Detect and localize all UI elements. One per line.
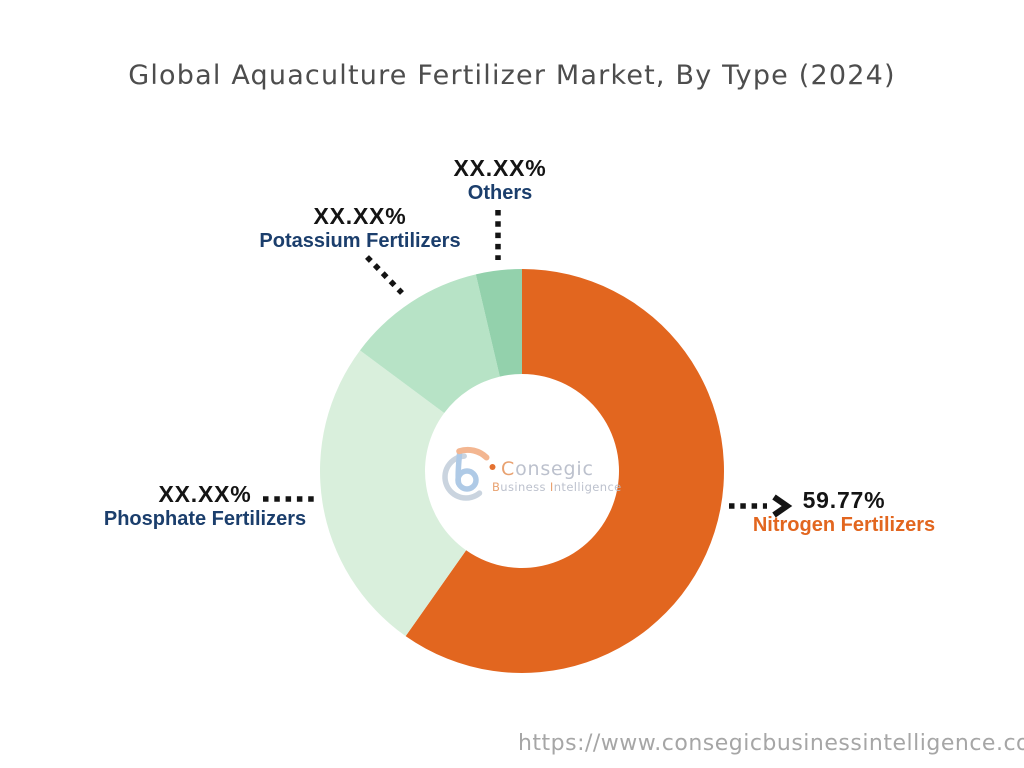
consegic-logo: Consegic Business Intelligence bbox=[435, 443, 625, 515]
phosphate-value: XX.XX% bbox=[158, 481, 252, 507]
page-title: Global Aquaculture Fertilizer Market, By… bbox=[128, 60, 896, 91]
arrow-right-icon bbox=[772, 494, 793, 518]
brand-initial: C bbox=[501, 458, 516, 480]
consegic-brand-text: Consegic bbox=[501, 458, 594, 480]
donut-segment-nitrogen-fertilizers bbox=[405, 269, 724, 674]
callout-phosphate: XX.XX% Phosphate Fertilizers bbox=[95, 481, 315, 532]
donut-segment-potassium-fertilizers bbox=[360, 274, 500, 414]
leader-line-potassium bbox=[365, 255, 404, 295]
callout-others: XX.XX% Others bbox=[418, 155, 582, 206]
consegic-logo-icon bbox=[442, 446, 496, 501]
potassium-value: XX.XX% bbox=[313, 203, 407, 229]
tagline-b: B bbox=[492, 480, 501, 494]
tagline-business: usiness bbox=[500, 480, 546, 494]
nitrogen-label: Nitrogen Fertilizers bbox=[752, 514, 936, 537]
source-url: https://www.consegicbusinessintelligence… bbox=[517, 731, 1024, 756]
tagline-intelligence: ntelligence bbox=[553, 480, 622, 494]
donut-segments bbox=[319, 269, 724, 674]
others-value: XX.XX% bbox=[453, 155, 547, 181]
brand-rest: onsegic bbox=[515, 458, 594, 480]
consegic-tagline-text: Business Intelligence bbox=[492, 480, 622, 494]
callout-nitrogen: 59.77% Nitrogen Fertilizers bbox=[743, 487, 945, 538]
nitrogen-value: 59.77% bbox=[802, 487, 886, 513]
tagline-i: I bbox=[549, 480, 554, 494]
phosphate-label: Phosphate Fertilizers bbox=[103, 508, 307, 531]
donut-segment-phosphate-fertilizers bbox=[319, 350, 467, 637]
others-label: Others bbox=[467, 182, 533, 205]
potassium-label: Potassium Fertilizers bbox=[259, 230, 461, 253]
callout-potassium: XX.XX% Potassium Fertilizers bbox=[250, 203, 470, 254]
donut-segment-others bbox=[475, 269, 522, 377]
